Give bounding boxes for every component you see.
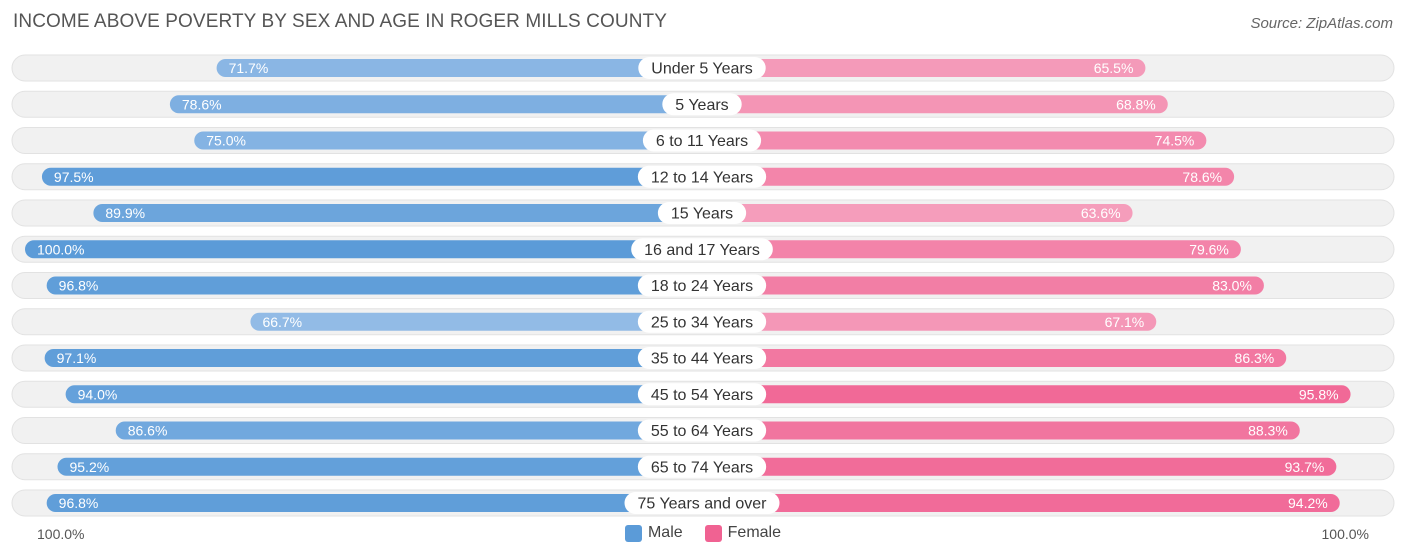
male-value-label: 66.7% [262,314,302,330]
female-value-label: 94.2% [1288,495,1328,511]
female-bar [702,167,1235,186]
male-value-label: 96.8% [59,278,99,294]
bar-chart: 71.7% 65.5% Under 5 Years 78.6% 68.8% 5 Years… [11,54,1395,517]
female-value-label: 83.0% [1212,278,1252,294]
category-label-pill [624,492,780,514]
female-bar [702,385,1351,404]
category-label: 5 Years [675,97,728,114]
female-value-label: 78.6% [1182,169,1222,185]
category-label-pill [637,347,767,369]
category-label: 18 to 24 Years [651,278,753,295]
male-bar [46,276,702,295]
male-bar [194,131,702,150]
male-value-label: 94.0% [78,386,118,402]
female-bar [702,95,1168,114]
male-bar [93,204,702,222]
male-bar [169,95,703,114]
male-bar [46,494,702,512]
male-bar [250,312,703,331]
category-label: 6 to 11 Years [656,133,748,150]
female-value-label: 67.1% [1105,314,1145,330]
female-bar [702,240,1241,259]
category-label: 55 to 64 Years [651,423,753,440]
legend-label-male: Male [647,524,683,541]
category-label: 75 Years and over [638,496,768,513]
category-label-pill [637,383,767,406]
male-value-label: 78.6% [182,96,222,112]
male-value-label: 96.8% [59,495,99,511]
category-label-pill [657,202,747,224]
category-label: 15 Years [671,206,733,223]
female-value-label: 74.5% [1155,133,1195,149]
axis-left-label: 100.0% [37,526,85,542]
female-bar [702,494,1340,512]
female-value-label: 88.3% [1248,423,1288,439]
male-value-label: 100.0% [37,241,84,257]
male-bar [65,385,703,404]
female-value-label: 79.6% [1189,241,1229,257]
male-value-label: 97.5% [54,169,94,185]
male-bar [44,349,703,367]
legend-item-female[interactable]: Female [704,524,782,542]
female-value-label: 86.3% [1235,350,1275,366]
category-label-pill [637,455,767,478]
category-label: Under 5 Years [651,61,752,78]
female-bar [702,204,1133,222]
category-label: 12 to 14 Years [651,169,753,186]
axis-right-label: 100.0% [1321,526,1369,542]
category-label-pill [637,165,767,188]
male-value-label: 75.0% [206,133,246,149]
female-value-label: 63.6% [1081,205,1121,221]
chart-title: INCOME ABOVE POVERTY BY SEX AND AGE IN R… [13,11,667,32]
male-value-label: 95.2% [69,459,109,475]
male-bar [216,59,702,77]
male-value-label: 97.1% [57,350,97,366]
category-label-pill [637,274,767,297]
female-bar [702,457,1337,476]
male-bar [41,167,703,186]
category-label-pill [631,238,773,261]
legend-swatch-female [704,524,722,542]
male-value-label: 89.9% [105,205,145,221]
category-label: 65 to 74 Years [651,459,753,476]
category-label-pill [642,129,762,152]
legend-swatch-male [624,524,642,542]
male-bar [57,457,703,476]
female-value-label: 65.5% [1094,60,1134,76]
category-label-pill [662,93,742,116]
source-label: Source: ZipAtlas.com [1250,15,1393,32]
category-label: 16 and 17 Years [644,242,760,259]
legend-label-female: Female [727,524,782,541]
category-label-pill [638,57,766,79]
category-label: 45 to 54 Years [651,387,753,404]
female-bar [702,59,1146,77]
female-value-label: 95.8% [1299,386,1339,402]
female-bar [702,131,1207,150]
male-value-label: 86.6% [128,423,168,439]
category-label: 35 to 44 Years [651,351,753,368]
male-bar [115,421,702,440]
female-bar [702,421,1300,440]
legend-item-male[interactable]: Male [624,524,683,542]
category-label-pill [637,310,767,333]
category-label-pill [637,419,767,442]
male-bar [25,240,702,259]
female-value-label: 93.7% [1285,459,1325,475]
male-value-label: 71.7% [229,60,269,76]
legend: Male Female [0,524,1406,542]
female-bar [702,312,1157,331]
female-value-label: 68.8% [1116,96,1156,112]
female-bar [702,349,1287,367]
category-label: 25 to 34 Years [651,314,753,331]
female-bar [702,276,1264,295]
